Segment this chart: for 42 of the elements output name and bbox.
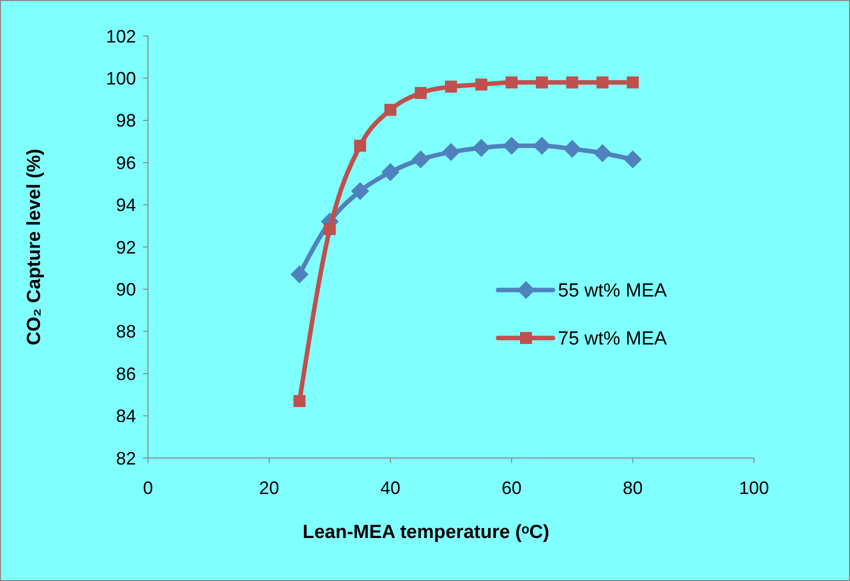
point [626, 76, 639, 88]
point [414, 86, 427, 99]
y-tick-label: 100 [106, 68, 136, 88]
y-tick-label: 84 [116, 406, 136, 426]
y-tick-label: 92 [116, 237, 136, 258]
y-tick-label: 94 [116, 195, 136, 216]
point [354, 140, 366, 152]
y-tick-label: 82 [116, 448, 136, 468]
y-tick-label: 86 [116, 364, 136, 384]
x-tick-label: 100 [738, 478, 770, 498]
point [384, 104, 396, 116]
point [594, 144, 612, 162]
y-tick-label: 90 [116, 280, 136, 300]
point [563, 140, 582, 158]
legend-label: 75 wt% MEA [558, 328, 668, 350]
point [324, 223, 336, 236]
y-tick-label: 98 [116, 110, 136, 131]
y-tick-label: 88 [116, 322, 136, 342]
x-tick-label: 0 [142, 478, 154, 498]
x-tick-label: 40 [380, 478, 400, 498]
point [351, 182, 370, 200]
x-tick-label: 20 [259, 478, 280, 498]
point [442, 143, 460, 162]
point [506, 76, 518, 88]
y-tick-label: 102 [106, 26, 136, 46]
point [381, 163, 400, 182]
point [536, 76, 548, 88]
y-tick-label: 96 [116, 152, 136, 173]
x-tick-label: 60 [502, 478, 522, 498]
point [472, 138, 490, 157]
x-axis-title: Lean-MEA temperature (ᵒC) [302, 522, 550, 543]
point [566, 76, 578, 88]
point [294, 395, 306, 408]
point [475, 78, 488, 91]
x-tick-label: 80 [622, 478, 643, 498]
point [290, 265, 308, 284]
point [624, 150, 642, 168]
y-axis-title: CO₂ Capture level (%) [24, 148, 45, 346]
point [445, 80, 457, 93]
point [412, 150, 430, 168]
legend-label: 55 wt% MEA [558, 280, 668, 302]
point [596, 76, 608, 88]
